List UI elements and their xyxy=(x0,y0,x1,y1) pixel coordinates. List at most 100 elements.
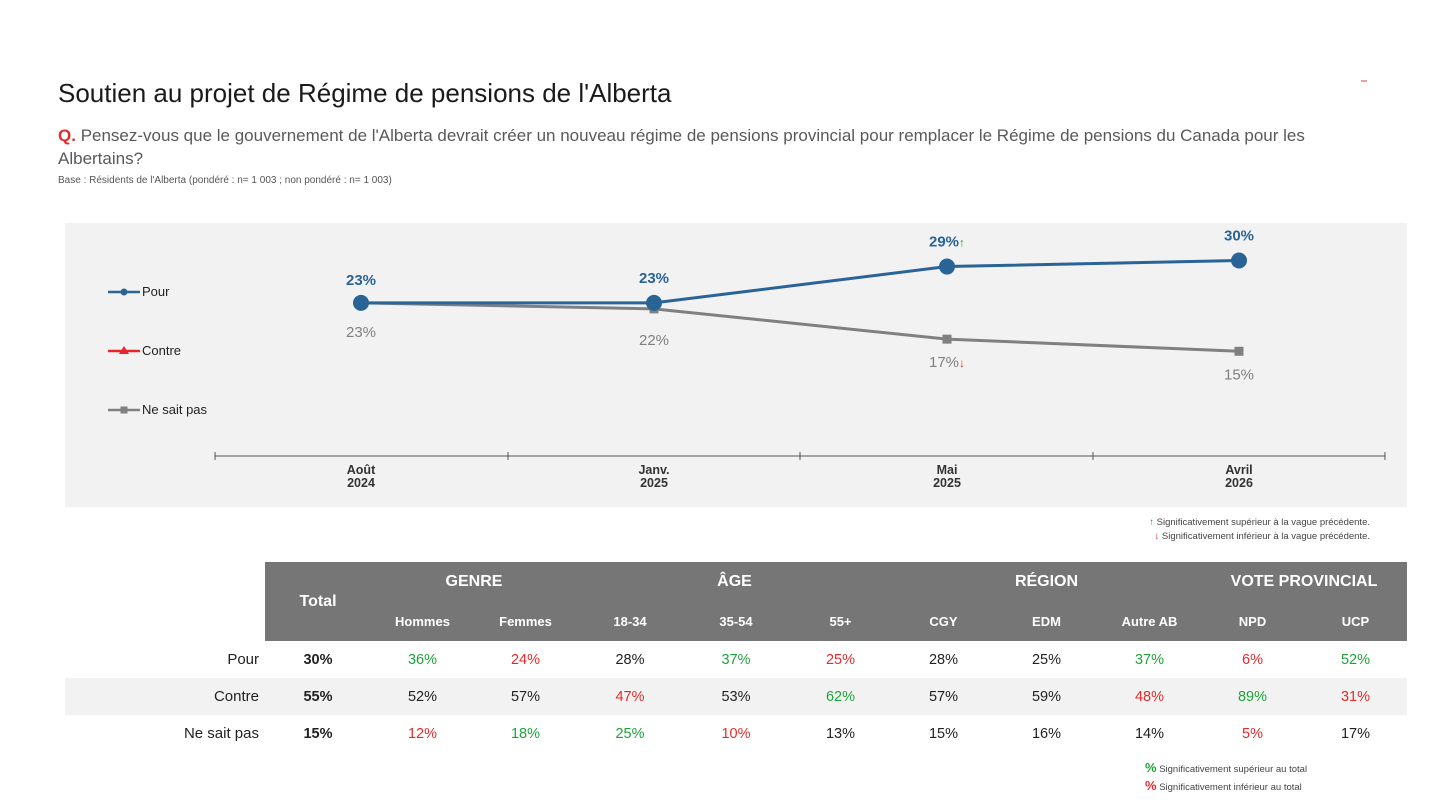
table-cell: 48% xyxy=(1098,678,1201,715)
series-line-0 xyxy=(361,259,1240,305)
table-cell: 62% xyxy=(789,678,892,715)
header-group: ÂGE xyxy=(577,562,892,602)
table-cell: 25% xyxy=(1031,651,1062,668)
table-cell: 25% xyxy=(615,725,645,742)
series-line-2 xyxy=(360,301,1240,353)
page-title: Soutien au projet de Régime de pensions … xyxy=(58,78,672,108)
pour-marker xyxy=(646,294,662,311)
table-cell: 14% xyxy=(1134,725,1165,742)
header-column: EDM xyxy=(995,602,1098,641)
nsp-marker xyxy=(942,334,952,344)
table-corner xyxy=(65,562,265,602)
table-cell: 15% xyxy=(928,725,959,742)
table-cell: 17% xyxy=(1340,725,1371,742)
row-label: Pour xyxy=(227,651,259,668)
header-column: Femmes xyxy=(474,602,577,641)
legend-above-symbol: % xyxy=(1145,760,1157,775)
table-cell: 5% xyxy=(1242,725,1263,742)
arrow-up-icon: ↑ xyxy=(1149,517,1154,528)
crosstab-table: Total GENRE ÂGE RÉGION VOTE PROVINCIAL Hommes… xyxy=(65,562,1407,752)
trend-chart: Août 2024 Janv. 2025 Mai 2025 Avril 2026 23% 22% 1… xyxy=(108,228,1386,490)
legend-below-symbol: % xyxy=(1145,778,1157,793)
x-tick-label: Avril 2026 xyxy=(1225,463,1253,490)
header-column: 18-34 xyxy=(577,602,683,641)
arrow-up-icon: ↑ xyxy=(959,236,965,250)
header-column: Autre AB xyxy=(1098,602,1201,641)
table-cell: 16% xyxy=(1031,725,1062,742)
total-cell: 55% xyxy=(265,678,371,715)
table-cell: 36% xyxy=(407,651,438,668)
table-cell: 53% xyxy=(683,678,789,715)
table-cell: 37% xyxy=(1134,651,1165,668)
table-cell: 18% xyxy=(510,725,541,742)
header-column: CGY xyxy=(892,602,995,641)
x-tick-label: Mai 2025 xyxy=(933,463,961,490)
table-cell: 59% xyxy=(995,678,1098,715)
nsp-marker xyxy=(1234,346,1244,356)
table-cell: 89% xyxy=(1201,678,1304,715)
data-label: 17%↓ xyxy=(929,354,965,371)
table-cell: 24% xyxy=(510,651,541,668)
table-cell: 28% xyxy=(928,651,959,668)
table-cell: 10% xyxy=(721,725,751,742)
header-column: UCP xyxy=(1304,602,1407,641)
data-label: 22% xyxy=(639,332,669,349)
table-cell: 6% xyxy=(1242,651,1263,668)
header-column: 55+ xyxy=(789,602,892,641)
table-cell: 31% xyxy=(1304,678,1407,715)
question-prefix: Q. xyxy=(58,126,76,145)
question-body: Pensez-vous que le gouvernement de l'Alb… xyxy=(58,126,1305,168)
header-column: 35-54 xyxy=(683,602,789,641)
data-label: 30% xyxy=(1224,228,1254,245)
arrow-down-icon: ↓ xyxy=(1154,531,1160,542)
table-legend-above: % Significativement supérieur au total xyxy=(1145,760,1307,775)
pour-marker xyxy=(353,294,369,311)
trend-chart-panel: Août 2024 Janv. 2025 Mai 2025 Avril 2026 23% 22% 1… xyxy=(65,223,1407,507)
legend-square-icon xyxy=(120,406,128,414)
sig-note-up-text: Significativement supérieur à la vague p… xyxy=(1156,517,1370,528)
x-tick-label: Janv. 2025 xyxy=(638,463,669,490)
table-row: Ne sait pas 15% 12% 18% 25% 10% 13% 15% 16% 14% 5%… xyxy=(65,715,1407,752)
accent-mark xyxy=(1361,80,1367,82)
header-group: VOTE PROVINCIAL xyxy=(1201,562,1407,602)
table-row: Pour 30% 36% 24% 28% 37% 25% 28% 25% 37% 6% 52% xyxy=(65,641,1407,678)
header-column: NPD xyxy=(1201,602,1304,641)
header-column: Hommes xyxy=(371,602,474,641)
legend-triangle-icon xyxy=(119,346,129,354)
sig-note-down-text: Significativement inférieur à la vague p… xyxy=(1161,531,1370,542)
data-label: 29%↑ xyxy=(929,234,965,251)
legend-below-text: Significativement inférieur au total xyxy=(1159,782,1302,793)
table-row: Contre 55% 52% 57% 47% 53% 62% 57% 59% 48% 89% 31% xyxy=(65,678,1407,715)
table-legend-below: % Significativement inférieur au total xyxy=(1145,778,1302,793)
table-corner-2 xyxy=(65,602,265,641)
legend-circle-icon xyxy=(120,288,128,296)
pour-marker xyxy=(939,258,955,275)
table-cell: 12% xyxy=(407,725,438,742)
table-cell: 52% xyxy=(371,678,474,715)
pour-marker xyxy=(1231,252,1247,269)
sig-note-up: ↑ Significativement supérieur à la vague… xyxy=(1149,517,1370,528)
table-cell: 25% xyxy=(825,651,856,668)
arrow-down-icon: ↓ xyxy=(959,356,965,370)
row-label: Ne sait pas xyxy=(183,725,259,742)
legend-label: Pour xyxy=(142,284,170,299)
data-label: 15% xyxy=(1224,366,1254,383)
data-label: 23% xyxy=(639,270,669,287)
total-cell: 30% xyxy=(303,651,333,668)
legend-label: Contre xyxy=(142,343,181,358)
table-cell: 13% xyxy=(825,725,856,742)
total-cell: 15% xyxy=(303,725,333,742)
table-cell: 57% xyxy=(892,678,995,715)
legend-above-text: Significativement supérieur au total xyxy=(1159,764,1308,775)
header-group: RÉGION xyxy=(892,562,1201,602)
table-cell: 47% xyxy=(577,678,683,715)
question-text: Q. Pensez-vous que le gouvernement de l'… xyxy=(58,124,1388,170)
table-cell: 37% xyxy=(721,651,751,668)
table-cell: 57% xyxy=(474,678,577,715)
row-label: Contre xyxy=(65,678,265,715)
legend-label: Ne sait pas xyxy=(142,402,208,417)
data-label: 23% xyxy=(346,324,376,341)
header-group: GENRE xyxy=(371,562,577,602)
header-total: Total xyxy=(265,562,371,641)
data-label: 23% xyxy=(346,272,376,289)
